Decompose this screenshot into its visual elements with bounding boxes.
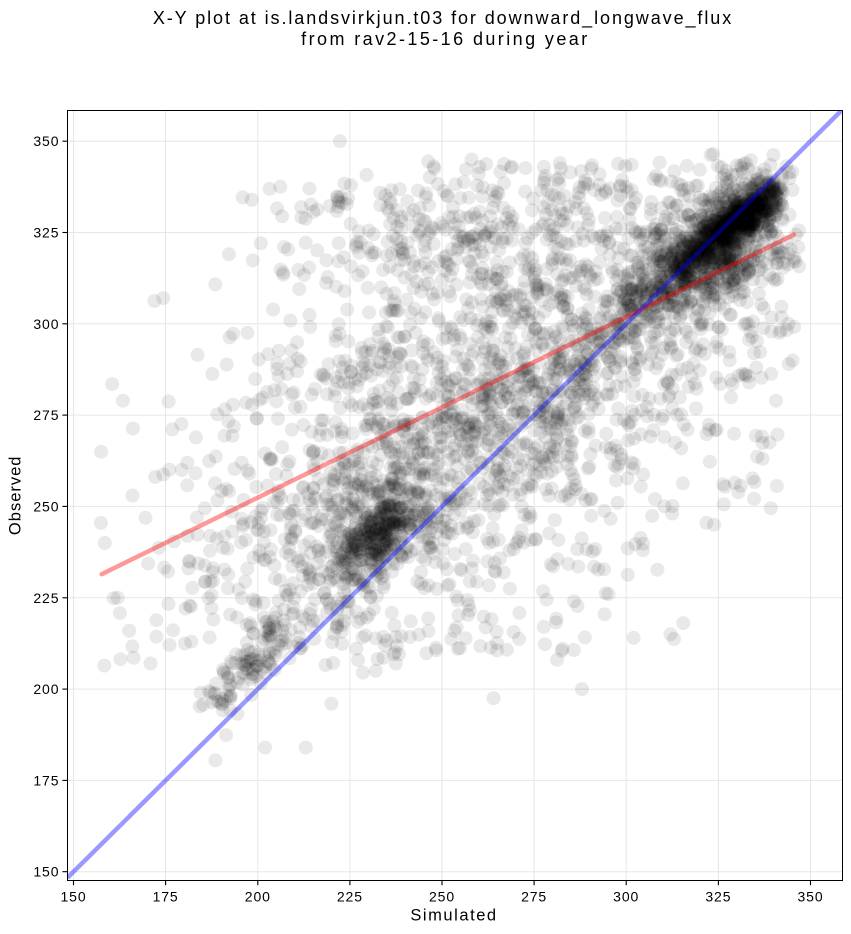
svg-text:300: 300 bbox=[613, 889, 639, 905]
svg-text:200: 200 bbox=[245, 889, 271, 905]
svg-text:150: 150 bbox=[33, 864, 59, 880]
svg-text:350: 350 bbox=[797, 889, 823, 905]
svg-text:175: 175 bbox=[153, 889, 179, 905]
svg-text:X-Y plot at is.landsvirkjun.t0: X-Y plot at is.landsvirkjun.t03 for down… bbox=[153, 8, 733, 29]
svg-text:175: 175 bbox=[33, 772, 59, 788]
svg-text:225: 225 bbox=[33, 590, 59, 606]
svg-text:275: 275 bbox=[521, 889, 547, 905]
svg-text:275: 275 bbox=[33, 407, 59, 423]
svg-text:200: 200 bbox=[33, 681, 59, 697]
svg-text:Observed: Observed bbox=[7, 456, 25, 536]
svg-text:150: 150 bbox=[60, 889, 86, 905]
svg-text:325: 325 bbox=[33, 225, 59, 241]
svg-text:from rav2-15-16 during year: from rav2-15-16 during year bbox=[301, 29, 589, 49]
svg-text:Simulated: Simulated bbox=[410, 906, 497, 924]
svg-text:225: 225 bbox=[337, 889, 363, 905]
svg-text:350: 350 bbox=[33, 133, 59, 149]
svg-text:250: 250 bbox=[429, 889, 455, 905]
svg-text:250: 250 bbox=[33, 498, 59, 514]
svg-text:300: 300 bbox=[33, 316, 59, 332]
svg-text:325: 325 bbox=[705, 889, 731, 905]
